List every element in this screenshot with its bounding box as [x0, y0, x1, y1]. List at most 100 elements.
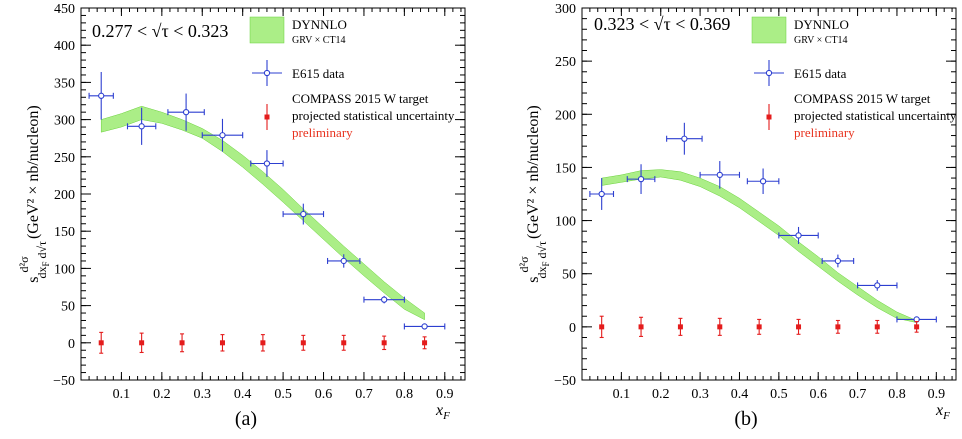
e615-point [666, 122, 703, 155]
compass-marker [717, 324, 723, 330]
y-tick-label: −50 [554, 374, 576, 389]
legend-compass-preliminary: preliminary [794, 125, 855, 140]
compass-point [381, 335, 387, 351]
axis-ticks: 0.1 0.2 0.3 0.4 0.5 0.6 0.7 0.8 0.9 −50 0 50 100 150 2… [53, 2, 465, 402]
compass-marker [422, 340, 428, 346]
x-tick-label: 0.8 [396, 387, 414, 402]
compass-marker [599, 324, 605, 330]
plot-frame [80, 7, 466, 381]
e615-point [699, 161, 741, 189]
compass-point [139, 332, 145, 354]
chart-panel-a: 0.1 0.2 0.3 0.4 0.5 0.6 0.7 0.8 0.9 −50 0 50 100 150 2… [17, 2, 466, 430]
x-tick-label: 0.9 [928, 387, 946, 402]
chart-panel-b: 0.1 0.2 0.3 0.4 0.5 0.6 0.7 0.8 0.9 −50 0 50 100 150 2… [517, 2, 957, 430]
legend-band-swatch [249, 16, 285, 44]
compass-marker [914, 324, 920, 330]
y-tick-label: 250 [555, 55, 576, 70]
x-tick-label: 0.5 [770, 387, 788, 402]
e615-point [746, 168, 780, 194]
x-axis-label: xF [935, 402, 950, 422]
y-tick-label: 50 [61, 300, 75, 315]
dynnlo-band-group [601, 169, 917, 323]
e615-marker [340, 257, 347, 265]
legend-e615-label: E615 data [292, 66, 345, 81]
e615-marker [681, 135, 688, 142]
compass-marker [260, 340, 266, 346]
compass-marker [300, 340, 306, 346]
compass-point [914, 320, 920, 333]
y-tick-label: 200 [54, 188, 75, 203]
y-tick-label: 0 [569, 321, 576, 336]
x-tick-label: 0.3 [691, 387, 709, 402]
compass-point [260, 334, 266, 352]
x-tick-label: 0.3 [194, 387, 212, 402]
plot-frame [581, 7, 957, 381]
compass-point [179, 333, 185, 353]
y-axis-label: s d²σ dxF d√τ(GeV² × nb/nucleon) [17, 105, 51, 283]
legend-band-label: DYNNLO [794, 17, 849, 32]
y-tick-label: 250 [54, 151, 75, 166]
compass-marker [381, 340, 387, 346]
x-tick-label: 0.4 [731, 387, 749, 402]
e615-points-group [88, 71, 446, 330]
x-tick-label: 0.1 [613, 387, 631, 402]
e615-marker [795, 232, 802, 239]
compass-marker [677, 324, 683, 330]
y-tick-label: 100 [54, 262, 75, 277]
y-tick-label: 100 [555, 215, 576, 230]
compass-marker [835, 324, 841, 330]
y-tick-label: −50 [53, 374, 75, 389]
compass-marker [179, 340, 185, 346]
legend-band-sublabel: GRV × CT14 [292, 35, 346, 46]
compass-marker [756, 324, 762, 330]
x-axis-label: xF [435, 402, 450, 422]
legend-compass-preliminary: preliminary [292, 125, 353, 140]
e615-marker [874, 282, 881, 289]
e615-points-group [589, 122, 937, 323]
y-tick-label: 350 [54, 76, 75, 91]
e615-point [250, 150, 284, 177]
y-tick-label: 300 [54, 114, 75, 129]
e615-point [363, 295, 405, 304]
e615-point [589, 178, 615, 210]
y-tick-label: 50 [562, 268, 576, 283]
x-tick-label: 0.4 [234, 387, 252, 402]
legend-compass-sublabel: projected statistical uncertainty [292, 108, 455, 123]
e615-marker [834, 257, 842, 265]
legend-compass-label: COMPASS 2015 W target [794, 91, 931, 106]
legend-e615-marker [765, 69, 773, 77]
compass-marker [139, 340, 145, 346]
x-tick-label: 0.7 [849, 387, 867, 402]
y-tick-label: 0 [68, 337, 75, 352]
dynnlo-band-group [100, 105, 425, 321]
compass-marker [98, 340, 104, 346]
compass-points-group [98, 331, 428, 354]
e615-marker [219, 132, 226, 139]
e615-marker [716, 171, 723, 179]
e615-point [857, 280, 898, 291]
x-tick-label: 0.8 [888, 387, 906, 402]
e615-marker [759, 178, 767, 185]
compass-marker [796, 324, 802, 330]
compass-marker [341, 340, 347, 346]
compass-point [677, 317, 683, 336]
x-tick-label: 0.5 [274, 387, 292, 402]
sqrt-tau-range-label: 0.277 < √τ < 0.323 [92, 21, 228, 41]
e615-point [88, 71, 114, 120]
compass-points-group [599, 315, 920, 339]
compass-marker [638, 324, 644, 330]
e615-marker [598, 190, 605, 198]
x-tick-label: 0.2 [153, 387, 171, 402]
compass-marker [219, 340, 225, 346]
e615-point [778, 226, 819, 244]
x-tick-label: 0.6 [809, 387, 827, 402]
e615-marker [98, 92, 105, 99]
dynnlo-band [601, 169, 917, 323]
compass-point [599, 315, 605, 339]
legend-e615-label: E615 data [794, 66, 847, 81]
e615-point [821, 254, 855, 268]
x-tick-label: 0.6 [315, 387, 333, 402]
